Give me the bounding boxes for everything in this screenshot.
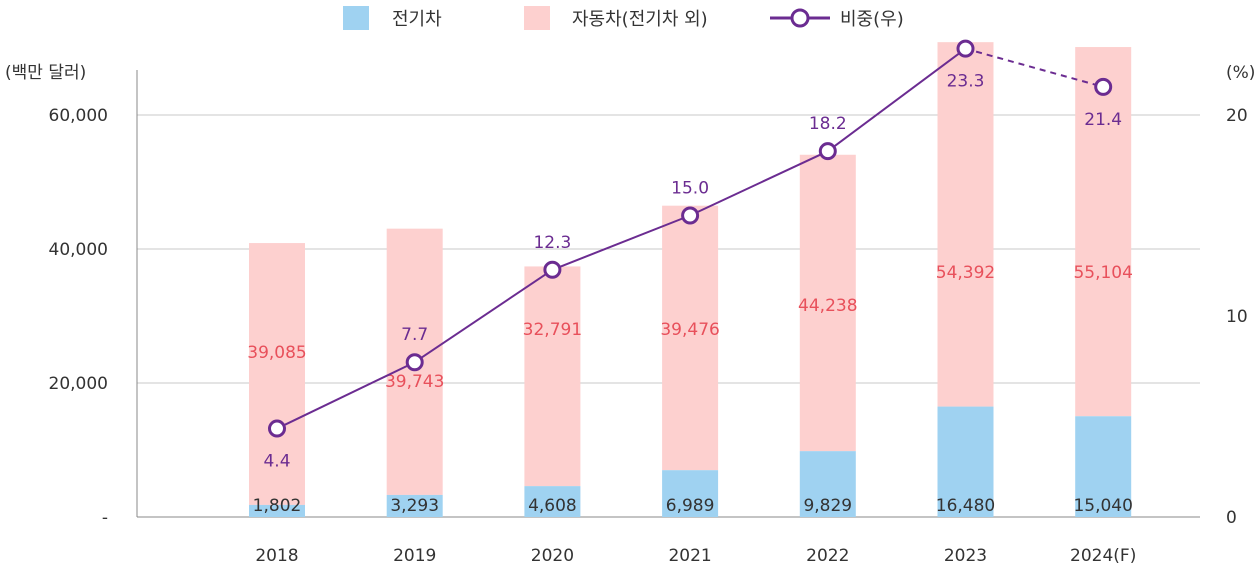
share-point — [405, 353, 424, 372]
share-labels: 4.4 7.7 12.3 15.0 18.2 23.3 21.4 — [263, 72, 1122, 472]
bar-label-car: 44,238 — [798, 296, 857, 316]
bar-label-ev: 16,480 — [936, 496, 995, 516]
bar-car — [799, 154, 856, 452]
bar-label-car: 54,392 — [936, 263, 995, 283]
share-point — [543, 260, 562, 279]
bar-label-ev: 9,829 — [803, 496, 852, 516]
share-point — [956, 39, 975, 58]
legend-swatch-car — [524, 6, 550, 30]
bar-car — [1075, 47, 1132, 417]
bar-label-car: 39,476 — [660, 320, 719, 340]
share-label: 4.4 — [263, 452, 290, 472]
bar-ev — [524, 486, 581, 517]
bar-labels: 1,802 3,293 4,608 6,989 9,829 16,480 15,040 39,… — [247, 263, 1133, 516]
legend-swatch-ev — [343, 6, 369, 30]
legend-label-ev: 전기차 — [392, 9, 442, 30]
share-point — [681, 206, 700, 225]
y-right-tick-label: 0 — [1226, 508, 1237, 528]
share-line-segment — [689, 150, 829, 217]
y-left-tick-label: 60,000 — [49, 106, 108, 126]
y-left-tick-label: 20,000 — [49, 374, 108, 394]
share-line-segment — [414, 268, 553, 364]
y-left-unit-label: (백만 달러) — [5, 63, 86, 83]
share-line — [268, 39, 1113, 438]
x-tick-label: 2018 — [255, 546, 298, 566]
share-label: 23.3 — [947, 72, 985, 92]
x-tick-label: 2023 — [944, 546, 987, 566]
share-point — [818, 142, 837, 161]
x-tick-label: 2022 — [806, 546, 849, 566]
bar-label-car: 32,791 — [523, 320, 582, 340]
bar-car — [249, 243, 305, 505]
share-label: 15.0 — [671, 179, 709, 199]
y-right-tick-label: 20 — [1226, 106, 1248, 126]
bar-label-ev: 15,040 — [1073, 496, 1132, 516]
legend: 전기차 자동차(전기차 외) 비중(우) — [343, 6, 904, 30]
x-ticks: 2018 2019 2020 2021 2022 2023 2024(F) — [255, 546, 1136, 566]
share-label: 12.3 — [533, 233, 571, 253]
bar-label-car: 39,743 — [385, 372, 444, 392]
bar-ev — [386, 494, 443, 517]
share-point — [268, 419, 286, 438]
share-label: 18.2 — [809, 114, 847, 134]
bar-label-ev: 1,802 — [253, 496, 302, 516]
bar-ev — [1075, 416, 1132, 517]
bar-ev — [662, 470, 719, 517]
legend-marker-share — [790, 8, 810, 28]
bar-label-car: 55,104 — [1073, 263, 1132, 283]
bar-ev — [937, 406, 994, 517]
bar-label-car: 39,085 — [247, 343, 306, 363]
bar-ev — [249, 504, 305, 517]
y-left-tick-label: - — [102, 508, 108, 528]
share-label: 21.4 — [1084, 110, 1122, 130]
x-tick-label: 2024(F) — [1070, 546, 1136, 566]
bar-car — [662, 205, 719, 471]
y-right-ticks: 0 10 20 — [1226, 106, 1248, 528]
y-left-ticks: - 20,000 40,000 60,000 — [49, 106, 108, 528]
share-line-segment — [276, 361, 416, 430]
share-line-segment — [552, 214, 691, 271]
x-tick-label: 2021 — [668, 546, 711, 566]
share-line-segment — [965, 47, 1104, 88]
y-right-tick-label: 10 — [1226, 307, 1248, 327]
bar-car — [937, 42, 994, 407]
x-tick-label: 2019 — [393, 546, 436, 566]
bar-label-ev: 6,989 — [666, 496, 715, 516]
bar-label-ev: 4,608 — [528, 496, 577, 516]
legend-label-car: 자동차(전기차 외) — [572, 9, 708, 30]
bar-ev — [799, 451, 856, 517]
y-left-tick-label: 40,000 — [49, 240, 108, 260]
share-point — [1094, 77, 1113, 96]
bar-label-ev: 3,293 — [390, 496, 439, 516]
y-right-unit-label: (%) — [1226, 63, 1255, 83]
x-tick-label: 2020 — [531, 546, 574, 566]
bars — [249, 42, 1132, 517]
bar-car — [524, 266, 581, 487]
share-line-segment — [827, 47, 967, 152]
share-label: 7.7 — [401, 325, 428, 345]
legend-label-share: 비중(우) — [840, 9, 904, 30]
